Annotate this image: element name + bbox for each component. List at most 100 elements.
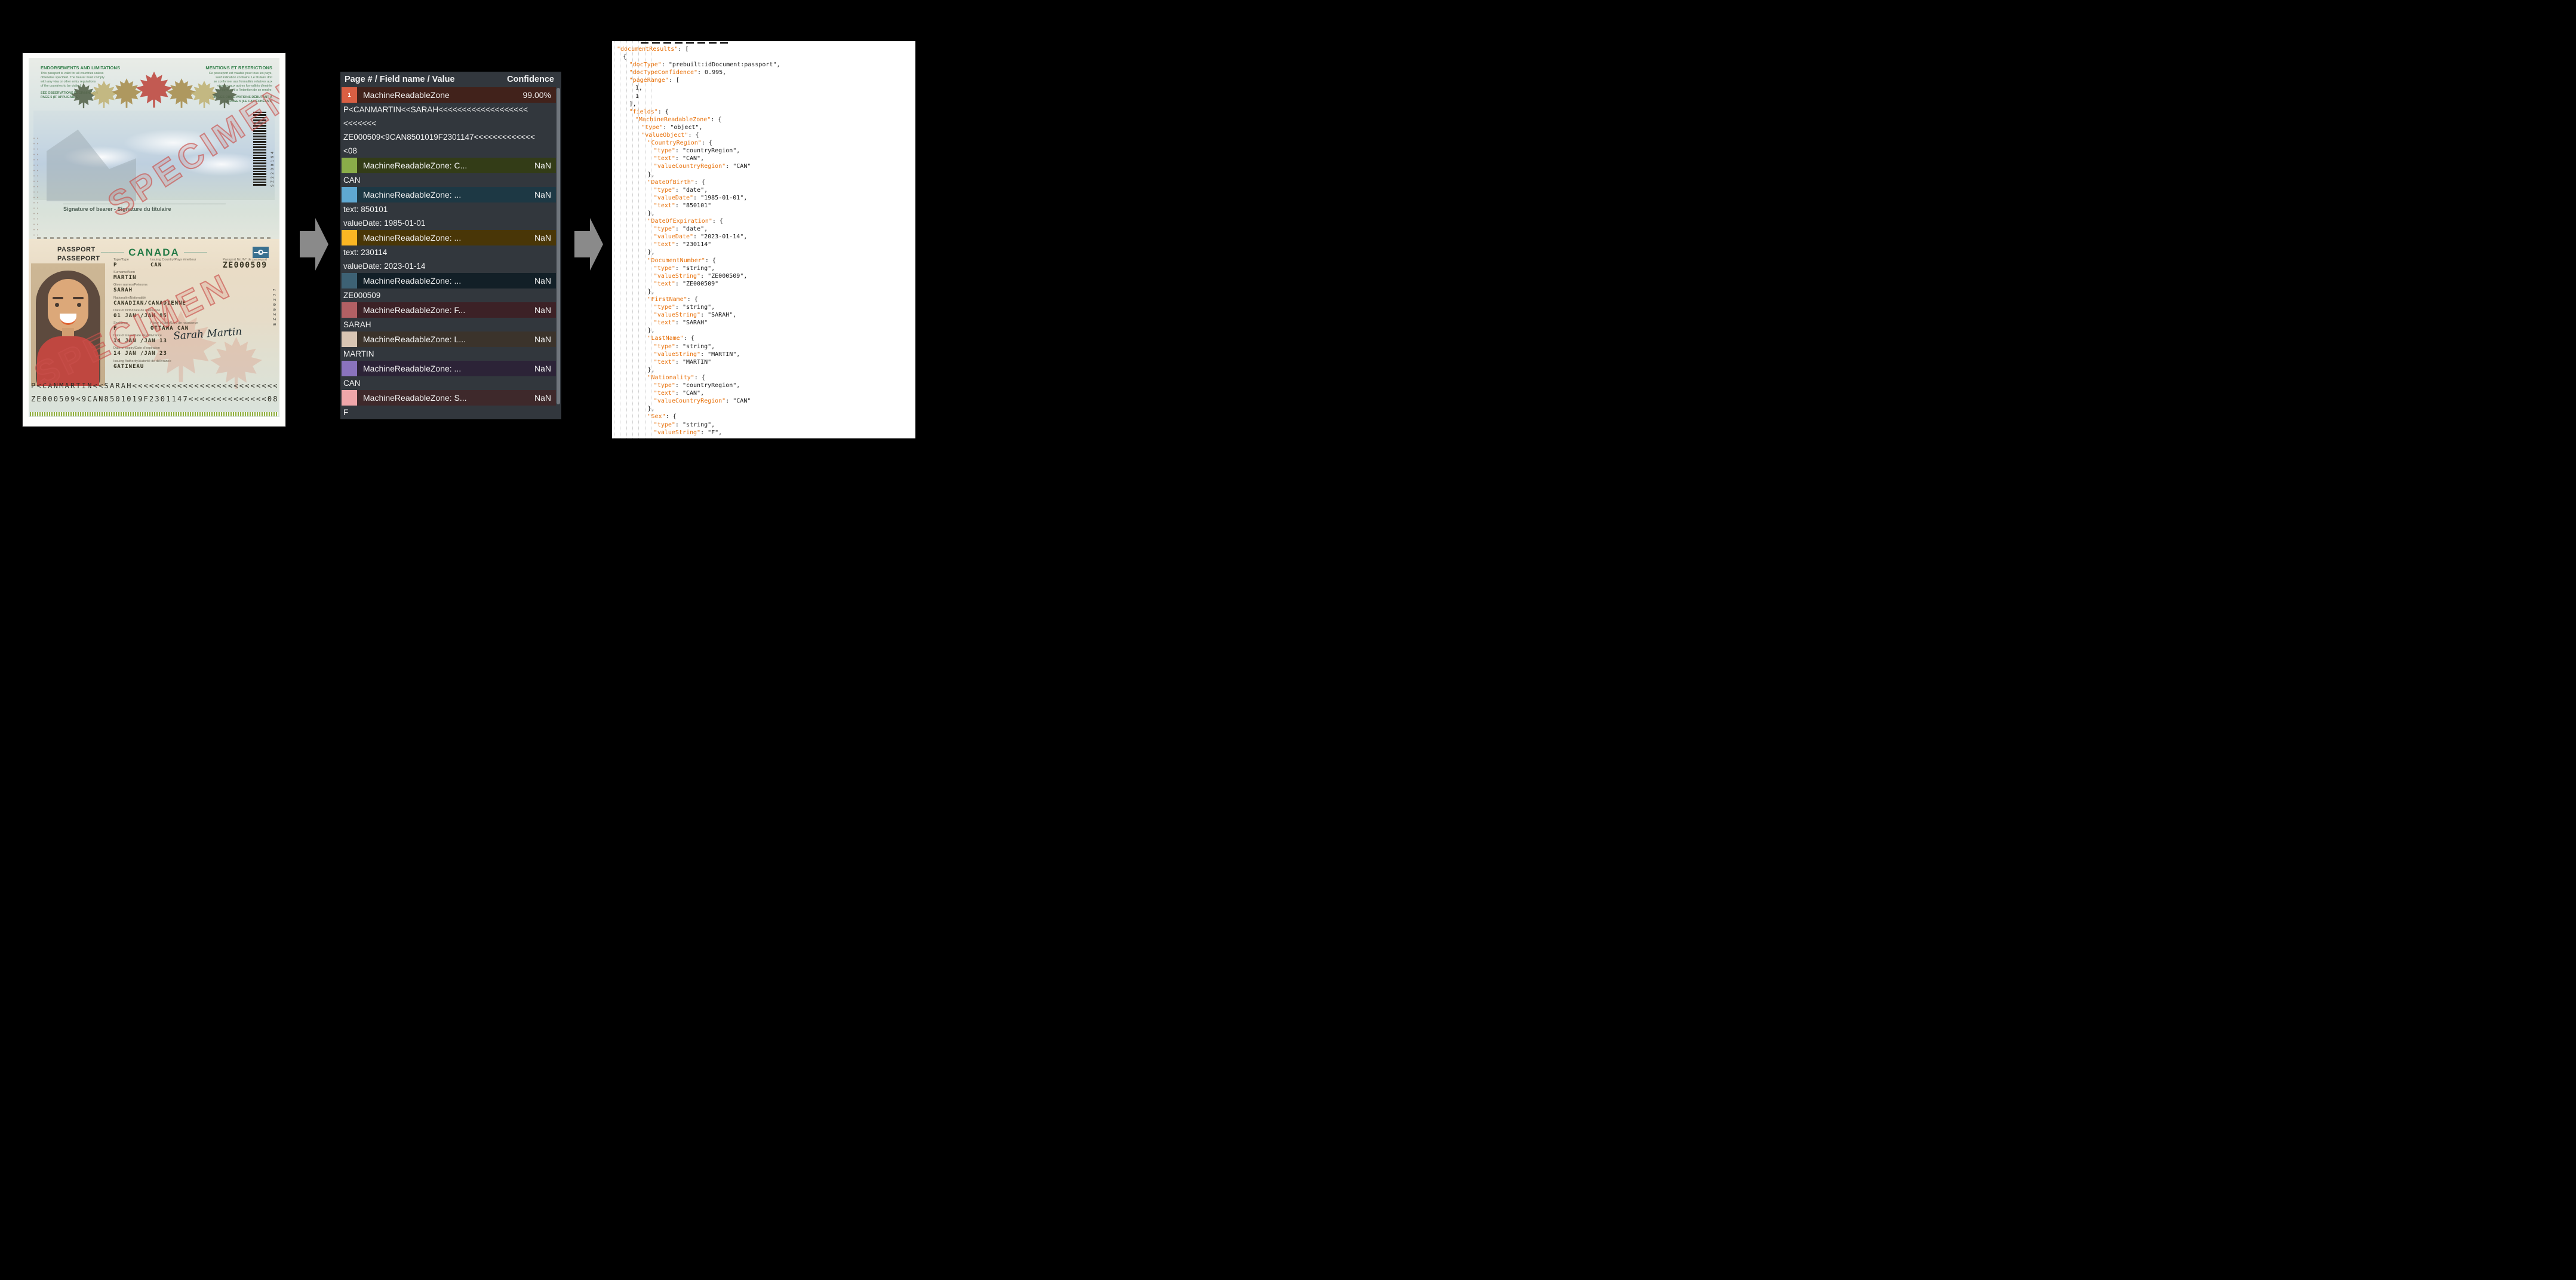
field-name: MachineReadableZone bbox=[363, 90, 450, 100]
json-line: 1 bbox=[635, 93, 639, 100]
json-line: "type": "string", bbox=[612, 303, 915, 311]
json-line: }, bbox=[647, 210, 655, 217]
json-value: : 0.995, bbox=[697, 69, 727, 76]
endorsements-note: SEE OBSERVATIONS BEGINNING ON PAGE 5 (IF… bbox=[41, 91, 99, 99]
json-value: : "F", bbox=[700, 429, 723, 436]
json-line: "DocumentNumber": { bbox=[612, 257, 915, 265]
field-color-chip bbox=[342, 187, 357, 202]
field-name: MachineReadableZone: F... bbox=[363, 305, 466, 315]
field-value-line: valueDate: 2023-01-14 bbox=[343, 262, 426, 271]
passport-field: Issuing Country/Pays émetteur CAN bbox=[150, 258, 196, 268]
barcode bbox=[253, 112, 266, 187]
field-name: MachineReadableZone: ... bbox=[363, 276, 462, 286]
fields-panel-scrollbar-thumb[interactable] bbox=[557, 88, 560, 404]
json-line: "type": "string", bbox=[612, 421, 915, 429]
passport-field: Date of expiry/Date d'expiration 14 JAN /… bbox=[113, 346, 167, 357]
json-key: "valueString" bbox=[653, 351, 701, 358]
passport-field: Date of birth/Date de naissance 01 JAN /J… bbox=[113, 308, 167, 319]
maple-leaf-icon bbox=[190, 81, 218, 108]
mentions-text: Ce passeport est valable pour tous les p… bbox=[208, 72, 272, 92]
field-value-line: ZE000509<9CAN8501019F2301147<<<<<<<<<<<<… bbox=[343, 133, 536, 142]
json-line: }, bbox=[647, 171, 655, 178]
field-value-line: P<CANMARTIN<<SARAH<<<<<<<<<<<<<<<<<<< bbox=[343, 105, 528, 114]
field-result-row[interactable]: MachineReadableZone: ... NaN bbox=[342, 230, 556, 245]
field-color-chip bbox=[342, 390, 357, 406]
json-key: "fields" bbox=[629, 108, 658, 115]
security-stripe bbox=[30, 412, 278, 416]
field-result-row[interactable]: 1 MachineReadableZone 99.00% bbox=[342, 87, 556, 103]
json-value: : [ bbox=[668, 77, 680, 84]
screenshot-stage: ENDORSEMENTS AND LIMITATIONS This passpo… bbox=[0, 0, 936, 465]
json-key: "DocumentNumber" bbox=[647, 257, 705, 264]
json-value: : { bbox=[711, 116, 722, 123]
json-value: : "string", bbox=[675, 421, 715, 428]
clipped-json-line bbox=[641, 42, 730, 44]
json-line: "text": "CAN", bbox=[612, 389, 915, 397]
json-value: : "string", bbox=[675, 265, 715, 272]
json-line: "Sex": { bbox=[612, 413, 915, 420]
field-value-line: text: 850101 bbox=[343, 205, 388, 214]
field-row-bar: MachineReadableZone: ... NaN bbox=[357, 230, 556, 245]
json-value: : { bbox=[694, 179, 705, 186]
json-line: "type": "string", bbox=[612, 343, 915, 351]
json-line: "type": "date", bbox=[612, 225, 915, 233]
field-result-row[interactable]: MachineReadableZone: ... NaN bbox=[342, 361, 556, 376]
maple-leaves-row bbox=[70, 71, 238, 109]
json-line: "DateOfBirth": { bbox=[612, 179, 915, 186]
field-value-line: CAN bbox=[343, 176, 361, 185]
field-result-row[interactable]: MachineReadableZone: S... NaN bbox=[342, 390, 556, 406]
watermark-maple-leaf bbox=[142, 308, 220, 388]
json-line: "DateOfExpiration": { bbox=[612, 217, 915, 225]
field-result-row[interactable]: MachineReadableZone: ... NaN bbox=[342, 273, 556, 288]
json-line: "valueCountryRegion": "CAN" bbox=[612, 162, 915, 170]
json-key: "pageRange" bbox=[629, 77, 669, 84]
json-line: "text": "MARTIN" bbox=[612, 358, 915, 366]
json-value: : "2023-01-14", bbox=[693, 234, 748, 241]
mentions-block: MENTIONS ET RESTRICTIONS Ce passeport es… bbox=[183, 65, 272, 104]
fields-header-confidence: Confidence bbox=[507, 75, 554, 84]
maple-leaf-icon bbox=[112, 78, 142, 108]
mrz-line-2: ZE000509<9CAN8501019F2301147<<<<<<<<<<<<… bbox=[31, 395, 279, 403]
json-value: : "MARTIN", bbox=[700, 351, 740, 358]
json-line: "valueString": "F", bbox=[612, 429, 915, 437]
json-line: "type": "countryRegion", bbox=[612, 382, 915, 389]
field-color-chip bbox=[342, 273, 357, 288]
sky-clouds-artwork bbox=[33, 110, 275, 200]
flow-arrow-left bbox=[300, 218, 328, 271]
json-value: : "MARTIN" bbox=[675, 358, 712, 366]
json-line: "docType": "prebuilt:idDocument:passport… bbox=[612, 61, 915, 69]
json-value: : "date", bbox=[675, 186, 708, 194]
json-line: "valueObject": { bbox=[612, 131, 915, 139]
field-row-bar: MachineReadableZone: ... NaN bbox=[357, 273, 556, 288]
field-row-bar: MachineReadableZone 99.00% bbox=[357, 87, 556, 103]
json-value: : "string", bbox=[675, 343, 715, 350]
field-color-chip: 1 bbox=[342, 87, 357, 103]
extracted-fields-panel: Page # / Field name / Value Confidence 1… bbox=[340, 72, 561, 419]
portrait-face bbox=[48, 279, 88, 331]
field-value-line: CAN bbox=[343, 379, 361, 388]
json-line: "text": "SARAH" bbox=[612, 319, 915, 327]
json-key: "MachineReadableZone" bbox=[635, 116, 711, 123]
json-key: "valueDate" bbox=[653, 234, 694, 241]
json-line: "MachineReadableZone": { bbox=[612, 116, 915, 124]
passport-number-value: ZE000509 bbox=[223, 261, 268, 270]
field-result-row[interactable]: MachineReadableZone: L... NaN bbox=[342, 331, 556, 347]
mrz-line-1: P<CANMARTIN<<SARAH<<<<<<<<<<<<<<<<<<<<<<… bbox=[31, 382, 279, 390]
json-key: "text" bbox=[653, 390, 675, 397]
json-value: : "CAN", bbox=[675, 390, 705, 397]
field-result-row[interactable]: MachineReadableZone: F... NaN bbox=[342, 302, 556, 318]
json-value: : { bbox=[701, 140, 712, 147]
passport-back-page: ENDORSEMENTS AND LIMITATIONS This passpo… bbox=[29, 58, 279, 239]
json-key: "text" bbox=[653, 280, 675, 287]
field-result-row[interactable]: MachineReadableZone: C... NaN bbox=[342, 158, 556, 173]
tactile-dots bbox=[32, 136, 41, 239]
maple-leaf-icon bbox=[136, 71, 173, 108]
field-name: MachineReadableZone: ... bbox=[363, 190, 462, 199]
json-value: : { bbox=[712, 218, 723, 225]
fields-rows: 1 MachineReadableZone 99.00% P<CANMARTIN<<S… bbox=[340, 87, 561, 419]
json-line: "Nationality": { bbox=[612, 374, 915, 382]
json-line: }, bbox=[647, 249, 655, 256]
json-key: "DateOfBirth" bbox=[647, 179, 694, 186]
field-result-row[interactable]: MachineReadableZone: ... NaN bbox=[342, 187, 556, 202]
json-value: : "countryRegion", bbox=[675, 382, 740, 389]
